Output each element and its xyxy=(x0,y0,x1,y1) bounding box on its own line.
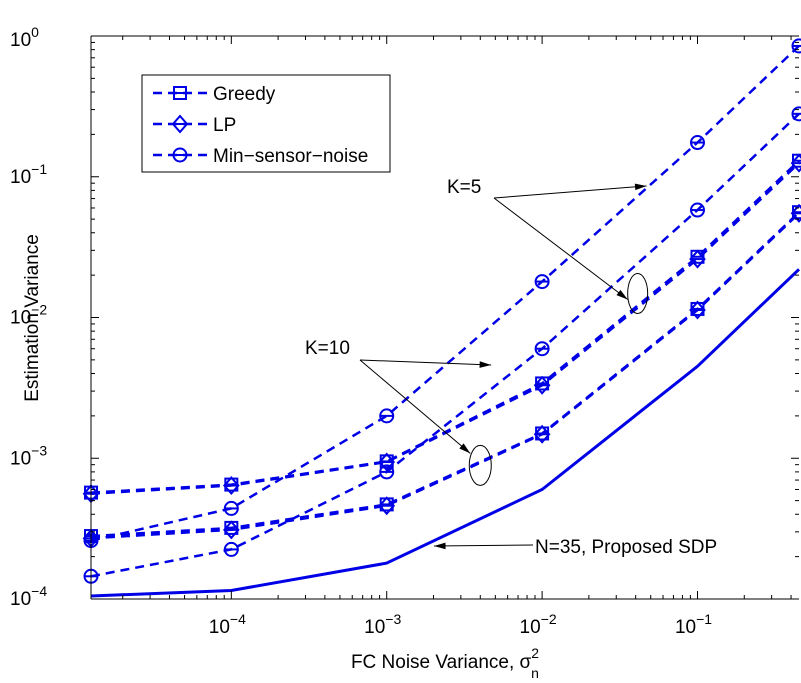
axes: 10−4 10−3 10−2 10−1 10−4 10−3 10−2 10−1 100 FC No… xyxy=(10,24,799,681)
y-tick-label-2: 10−2 xyxy=(10,302,47,329)
annotation-n35: N=35, Proposed SDP xyxy=(535,537,717,558)
annotation-k5-arrow-1-head xyxy=(634,183,647,191)
data-point-1-5 xyxy=(790,153,801,173)
data-point-1-2 xyxy=(378,452,396,472)
annotation-k5-arrow-2 xyxy=(493,197,628,300)
annotation-n35-arrow-head xyxy=(434,542,446,550)
data-point-5-5 xyxy=(791,106,801,122)
annotation-k5-arrow-2-head xyxy=(616,289,628,300)
data-point-5-3 xyxy=(534,341,550,357)
annotation-k10-arrow-1-head xyxy=(479,361,492,368)
data-point-4-1 xyxy=(223,520,240,540)
data-point-2-4 xyxy=(689,135,705,151)
y-tick-label-0: 10−4 xyxy=(10,583,47,610)
legend-label-1: LP xyxy=(213,115,236,136)
data-point-2-2 xyxy=(379,408,395,424)
data-point-1-4 xyxy=(689,249,706,269)
annotation-k5-ellipse xyxy=(627,272,649,314)
y-axis-title: Estimation Variance xyxy=(22,234,43,402)
series-line-0 xyxy=(90,159,800,494)
legend-label-0: Greedy xyxy=(213,84,276,105)
series-line-1 xyxy=(90,162,800,495)
x-tick-label-1: 10−3 xyxy=(364,611,401,638)
y-tick-label-1: 10−3 xyxy=(10,442,47,469)
series-line-5 xyxy=(90,112,800,578)
x-tick-label-0: 10−4 xyxy=(209,611,246,638)
data-point-1-3 xyxy=(533,375,551,395)
annotation-k10-arrow-2-head xyxy=(459,443,471,454)
annotation-n35-arrow xyxy=(433,544,534,547)
x-axis-title: FC Noise Variance, σ2 n xyxy=(351,645,539,681)
x-tick-label-2: 10−2 xyxy=(520,611,557,638)
data-point-4-3 xyxy=(533,424,551,444)
data-point-5-1 xyxy=(223,541,239,557)
annotation-k10-ellipse xyxy=(468,444,492,486)
legend: Greedy LP Min−sensor−noise xyxy=(141,74,391,173)
data-point-5-4 xyxy=(689,202,705,218)
annotation-k10: K=10 xyxy=(305,338,350,359)
data-point-2-5 xyxy=(791,38,801,54)
annotation-k5-arrow-1 xyxy=(493,185,647,199)
data-point-2-1 xyxy=(223,500,239,516)
annotation-k10-arrow-1 xyxy=(359,359,492,366)
series-line-4 xyxy=(90,212,800,540)
series-line-6 xyxy=(90,268,801,598)
x-tick-label-3: 10−1 xyxy=(675,611,712,638)
y-tick-label-4: 100 xyxy=(10,24,39,51)
data-point-4-4 xyxy=(689,300,706,320)
legend-marker-1 xyxy=(171,114,189,134)
data-point-4-5 xyxy=(790,203,801,223)
annotation-k5: K=5 xyxy=(447,177,481,198)
data-point-4-2 xyxy=(378,496,396,516)
data-point-1-1 xyxy=(223,476,240,496)
data-point-2-3 xyxy=(534,274,550,290)
y-tick-label-3: 10−1 xyxy=(10,161,47,188)
legend-label-2: Min−sensor−noise xyxy=(213,146,368,167)
data-point-5-2 xyxy=(379,464,395,480)
annotations: K=5 K=10 N=35, Proposed SDP xyxy=(305,177,717,558)
legend-marker-0 xyxy=(173,86,187,100)
series-line-2 xyxy=(90,44,800,542)
annotation-k10-arrow-2 xyxy=(359,359,471,454)
legend-marker-2 xyxy=(172,147,188,163)
plot-marks xyxy=(82,38,801,598)
